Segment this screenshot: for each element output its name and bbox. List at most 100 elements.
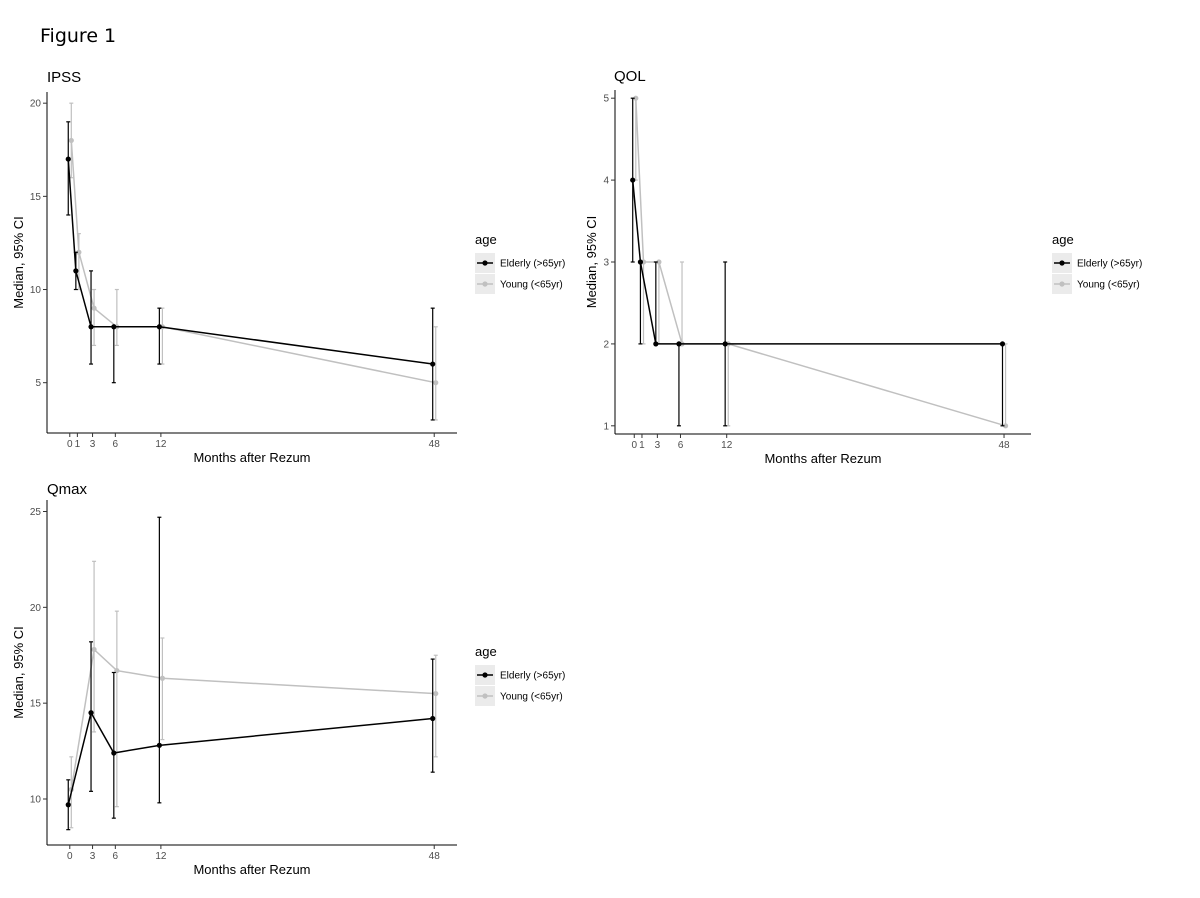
series-line bbox=[70, 648, 436, 790]
legend-entry-label: Elderly (>65yr) bbox=[1077, 259, 1142, 270]
data-point bbox=[433, 690, 439, 697]
data-point bbox=[68, 137, 74, 144]
x-tick-label: 1 bbox=[75, 439, 81, 450]
y-tick-label: 4 bbox=[603, 176, 609, 187]
y-axis-label: Median, 95% CI bbox=[584, 216, 599, 309]
series-elderly bbox=[630, 97, 1006, 427]
y-tick-label: 25 bbox=[30, 507, 42, 518]
data-point bbox=[65, 156, 71, 162]
data-point bbox=[656, 259, 662, 265]
data-point bbox=[430, 715, 436, 722]
legend-key-point bbox=[1059, 260, 1065, 266]
data-point bbox=[633, 95, 639, 101]
legend-key-point bbox=[482, 693, 488, 699]
legend-entry-label: Elderly (>65yr) bbox=[500, 259, 565, 270]
chart-title: IPSS bbox=[47, 69, 81, 86]
x-tick-label: 0 bbox=[67, 439, 73, 450]
chart-title: QOL bbox=[614, 68, 646, 85]
data-point bbox=[433, 380, 439, 386]
x-tick-label: 1 bbox=[639, 440, 645, 451]
legend: age Elderly (>65yr) Young (<65yr) bbox=[1052, 232, 1142, 294]
data-point bbox=[159, 675, 166, 681]
y-tick-label: 15 bbox=[30, 699, 42, 710]
y-tick-label: 5 bbox=[35, 378, 41, 389]
y-tick-label: 2 bbox=[603, 339, 609, 350]
y-tick-label: 10 bbox=[30, 285, 42, 296]
series-young bbox=[68, 102, 439, 421]
x-tick-label: 3 bbox=[90, 851, 96, 862]
legend-entry-label: Elderly (>65yr) bbox=[500, 671, 565, 682]
series-young bbox=[68, 560, 439, 829]
x-axis-label: Months after Rezum bbox=[764, 451, 881, 466]
x-tick-label: 12 bbox=[155, 439, 167, 450]
x-tick-label: 3 bbox=[655, 440, 661, 451]
series-line bbox=[635, 98, 1006, 427]
data-point bbox=[91, 646, 97, 653]
x-axis-label: Months after Rezum bbox=[193, 862, 310, 877]
x-axis-label: Months after Rezum bbox=[193, 450, 310, 465]
y-tick-label: 5 bbox=[603, 94, 609, 105]
series-elderly bbox=[65, 121, 436, 421]
data-point bbox=[111, 750, 117, 756]
legend-key-point bbox=[1059, 281, 1065, 287]
data-point bbox=[430, 361, 436, 367]
data-point bbox=[65, 802, 71, 808]
data-point bbox=[76, 249, 82, 255]
y-tick-label: 20 bbox=[30, 603, 42, 614]
legend-entry-label: Young (<65yr) bbox=[500, 280, 563, 291]
legend: age Elderly (>65yr) Young (<65yr) bbox=[475, 232, 565, 294]
legend-key-point bbox=[482, 672, 488, 678]
x-tick-label: 0 bbox=[67, 851, 73, 862]
data-point bbox=[676, 341, 682, 347]
legend-entry-label: Young (<65yr) bbox=[500, 692, 563, 703]
x-tick-label: 12 bbox=[721, 440, 733, 451]
y-tick-label: 3 bbox=[603, 258, 609, 269]
series-line bbox=[67, 710, 433, 805]
legend-key-point bbox=[482, 281, 488, 287]
data-point bbox=[637, 259, 644, 265]
legend-title: age bbox=[475, 232, 497, 247]
figure-title: Figure 1 bbox=[40, 25, 117, 47]
x-tick-label: 3 bbox=[90, 439, 96, 450]
data-point bbox=[91, 305, 97, 311]
y-tick-label: 15 bbox=[30, 192, 42, 203]
series-line bbox=[631, 180, 1003, 345]
x-tick-label: 12 bbox=[155, 851, 167, 862]
x-tick-label: 48 bbox=[429, 439, 441, 450]
legend-key-point bbox=[482, 260, 488, 266]
x-tick-label: 6 bbox=[113, 851, 119, 862]
chart-title: Qmax bbox=[47, 481, 88, 498]
series-line bbox=[70, 140, 436, 384]
data-point bbox=[156, 742, 162, 748]
legend: age Elderly (>65yr) Young (<65yr) bbox=[475, 644, 565, 706]
legend-title: age bbox=[1052, 232, 1074, 247]
data-point bbox=[630, 177, 636, 183]
y-tick-label: 1 bbox=[603, 421, 609, 432]
y-axis-label: Median, 95% CI bbox=[11, 216, 26, 309]
series-elderly bbox=[65, 516, 436, 831]
data-point bbox=[73, 268, 79, 274]
x-tick-label: 6 bbox=[678, 440, 684, 451]
x-tick-label: 0 bbox=[631, 440, 637, 451]
y-tick-label: 10 bbox=[30, 795, 42, 806]
data-point bbox=[88, 710, 94, 716]
x-tick-label: 48 bbox=[429, 851, 441, 862]
y-axis-label: Median, 95% CI bbox=[11, 626, 26, 719]
y-tick-label: 20 bbox=[30, 99, 42, 110]
x-tick-label: 6 bbox=[113, 439, 119, 450]
data-point bbox=[1002, 423, 1009, 429]
x-tick-label: 48 bbox=[998, 440, 1010, 451]
data-point bbox=[156, 324, 162, 330]
series-line bbox=[67, 159, 433, 365]
data-point bbox=[722, 341, 728, 347]
data-point bbox=[111, 324, 117, 330]
data-point bbox=[88, 324, 94, 330]
data-point bbox=[653, 341, 659, 347]
legend-entry-label: Young (<65yr) bbox=[1077, 280, 1140, 291]
data-point bbox=[114, 667, 120, 674]
legend-title: age bbox=[475, 644, 497, 659]
data-point bbox=[999, 341, 1006, 347]
